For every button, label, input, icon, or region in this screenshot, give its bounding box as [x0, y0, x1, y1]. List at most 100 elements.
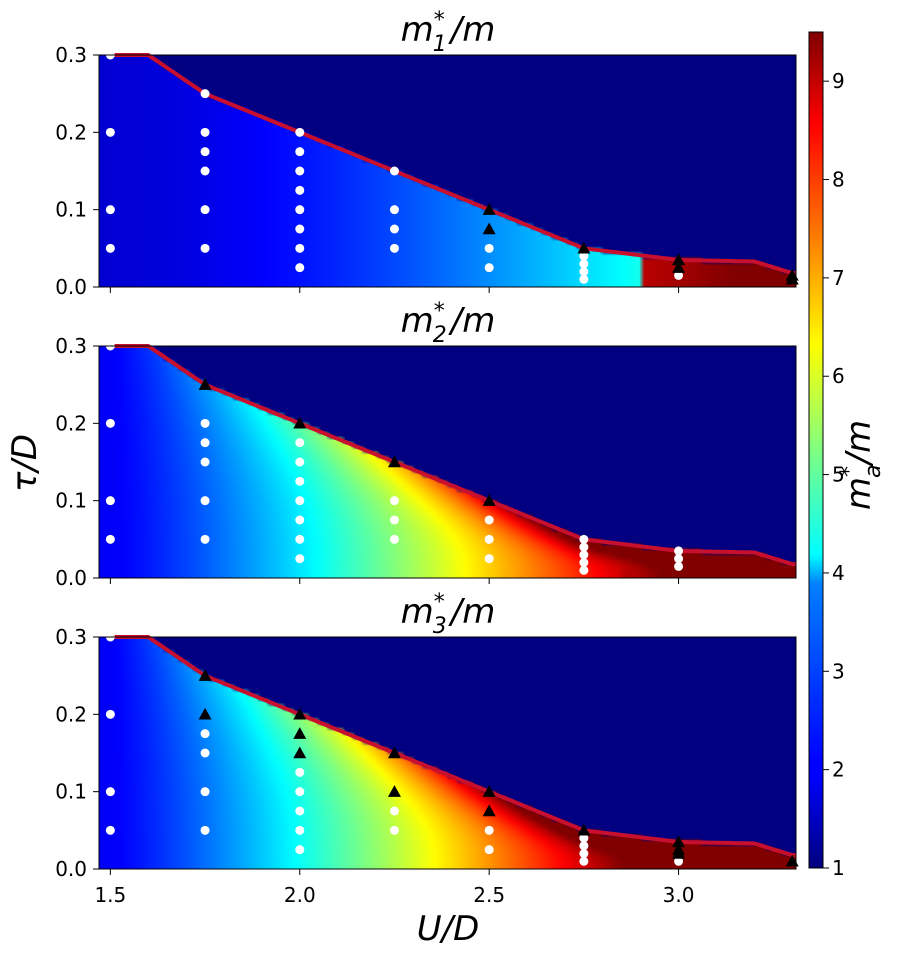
circle-marker	[295, 185, 305, 195]
circle-marker	[295, 806, 305, 816]
title-tail: /m	[448, 301, 496, 341]
circle-marker	[200, 534, 210, 544]
triangle-marker	[198, 669, 212, 681]
title-base: m	[401, 10, 434, 50]
colorbar-frame	[808, 31, 824, 869]
triangle-marker	[198, 707, 212, 720]
y-tick-label: 0.3	[55, 625, 87, 649]
triangle-marker	[387, 746, 401, 759]
title-sup: *	[434, 590, 445, 615]
panel-frame-2	[98, 345, 797, 579]
x-tick-label: 2.0	[284, 883, 316, 907]
colorbar: 1 2 3 4 5 6 7 8 9	[808, 31, 845, 880]
triangle-marker	[577, 823, 591, 836]
circle-marker	[200, 457, 210, 467]
circle-marker	[105, 243, 115, 253]
circle-marker	[200, 243, 210, 253]
circle-marker	[200, 205, 210, 215]
circle-marker	[295, 166, 305, 176]
circle-marker	[295, 263, 305, 273]
circle-marker	[295, 496, 305, 506]
triangle-marker	[293, 707, 307, 720]
circle-marker	[484, 845, 494, 855]
triangle-marker	[293, 416, 307, 429]
circle-marker	[579, 534, 589, 544]
y-tick-label: 0.1	[55, 198, 87, 222]
colorbar-tick-label: 2	[832, 758, 845, 782]
triangle-marker	[785, 272, 799, 285]
colorbar-label-base: m	[839, 477, 879, 510]
triangle-marker	[672, 847, 686, 859]
panels-group: 0.00.10.20.3m* 1/m0.00.10.20.3m* 2/m0.00.1…	[55, 8, 799, 907]
circle-marker	[200, 748, 210, 758]
circle-marker	[200, 166, 210, 176]
triangle-marker	[672, 253, 686, 266]
colorbar-gradient	[809, 32, 823, 868]
circle-marker	[105, 127, 115, 137]
triangle-marker	[577, 241, 591, 254]
circle-marker	[389, 496, 399, 506]
colorbar-tick-label: 5	[832, 463, 845, 487]
circle-marker	[200, 496, 210, 506]
triangle-marker	[482, 804, 496, 817]
circle-marker	[105, 825, 115, 835]
triangle-marker	[482, 203, 496, 215]
circle-marker	[674, 554, 684, 564]
circle-marker	[579, 565, 589, 575]
circle-marker	[484, 825, 494, 835]
triangle-marker	[482, 222, 496, 235]
circle-marker	[295, 457, 305, 467]
title-base: m	[401, 301, 434, 341]
circle-marker	[200, 418, 210, 428]
triangle-marker	[387, 785, 401, 797]
circle-marker	[389, 806, 399, 816]
triangle-marker	[482, 785, 496, 797]
y-tick-label: 0.3	[55, 334, 87, 358]
y-tick-label: 0.0	[55, 275, 87, 299]
circle-marker	[295, 845, 305, 855]
circle-marker	[200, 147, 210, 157]
circle-marker	[295, 787, 305, 797]
circle-marker	[579, 251, 589, 261]
colorbar-tick-label: 4	[832, 561, 845, 585]
circle-marker	[579, 849, 589, 859]
circle-marker	[484, 243, 494, 253]
circle-marker	[105, 205, 115, 215]
colorbar-tick-label: 6	[832, 364, 845, 388]
circle-marker	[674, 546, 684, 556]
title-sub: 1	[433, 32, 447, 57]
circle-marker	[295, 515, 305, 525]
circle-marker	[484, 554, 494, 564]
title-sub: 3	[433, 614, 447, 639]
circle-marker	[295, 476, 305, 486]
circle-marker	[389, 166, 399, 176]
y-axis-label: τ/D	[5, 434, 45, 492]
circle-marker	[295, 243, 305, 253]
circle-marker	[674, 856, 684, 866]
circle-marker	[674, 270, 684, 280]
circle-marker	[579, 558, 589, 568]
circle-marker	[484, 534, 494, 544]
circle-marker	[105, 534, 115, 544]
circle-marker	[579, 267, 589, 277]
circle-marker	[200, 89, 210, 99]
triangle-marker	[482, 494, 496, 506]
colorbar-tick-label: 3	[832, 659, 845, 683]
circle-marker	[579, 833, 589, 843]
circle-marker	[674, 561, 684, 571]
x-tick-label: 1.5	[94, 883, 126, 907]
circle-marker	[105, 709, 115, 719]
circle-marker	[295, 224, 305, 234]
triangle-marker	[198, 378, 212, 390]
title-tail: /m	[448, 10, 496, 50]
triangle-marker	[293, 727, 307, 739]
x-axis-label: U/D	[417, 909, 480, 949]
circle-marker	[295, 554, 305, 564]
triangle-marker	[672, 835, 686, 848]
y-tick-label: 0.1	[55, 489, 87, 513]
circle-marker	[295, 205, 305, 215]
circle-marker	[484, 515, 494, 525]
triangle-marker	[387, 455, 401, 468]
colorbar-tick-label: 9	[832, 69, 845, 93]
heatmap-2	[99, 346, 796, 578]
